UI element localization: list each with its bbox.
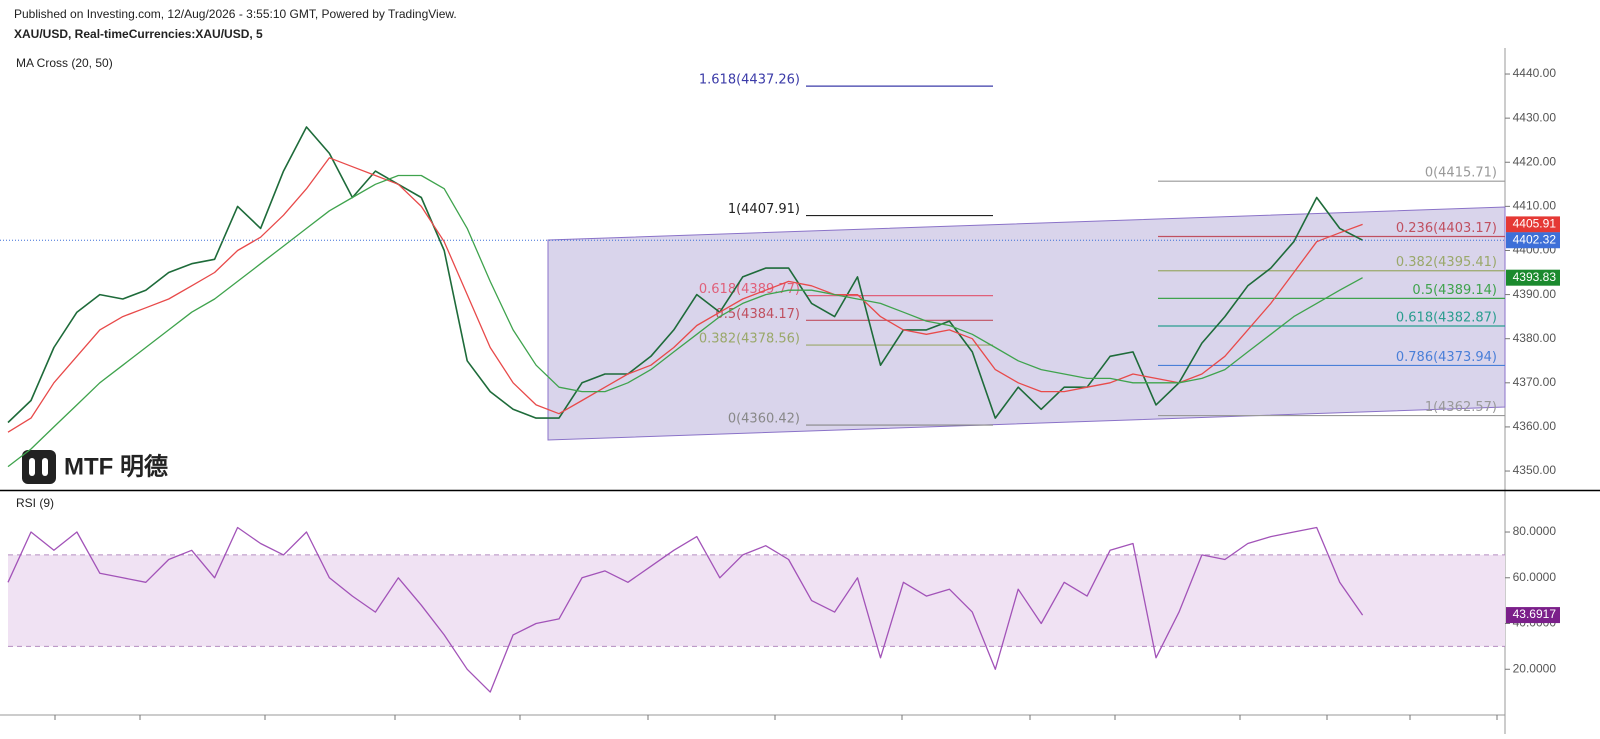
y-tick-label: 4410.00 (1513, 199, 1557, 213)
fib-label: 0.786(4373.94) (1396, 350, 1497, 365)
fib-label: 0.236(4403.17) (1396, 221, 1497, 236)
fib-label: 0.382(4378.56) (699, 332, 800, 347)
price-tag (1506, 216, 1560, 233)
y-tick-label: 4420.00 (1513, 154, 1557, 168)
price-tag-label: 4402.32 (1513, 232, 1557, 246)
price-tag (1506, 232, 1560, 249)
price-tag-label: 4405.91 (1513, 217, 1557, 231)
y-tick-label: 4390.00 (1513, 287, 1557, 301)
fib-label: 0.382(4395.41) (1396, 255, 1497, 270)
channel (547, 206, 1506, 441)
y-tick-label: 4350.00 (1513, 463, 1557, 477)
fib-label: 1(4362.57) (1425, 400, 1497, 415)
price-tag-label: 4393.83 (1513, 270, 1557, 284)
fib-label: 0(4415.71) (1425, 166, 1497, 181)
rsi-band (8, 554, 1505, 647)
y-tick-label: 20.0000 (1513, 661, 1557, 675)
indicator-title: RSI (9) (16, 496, 54, 510)
fib-label: 0.5(4384.17) (715, 307, 800, 322)
y-tick-label: 80.0000 (1513, 524, 1557, 538)
y-tick-label: 60.0000 (1513, 570, 1557, 584)
symbol-title: XAU/USD, Real-timeCurrencies:XAU/USD, 5 (14, 27, 263, 41)
logo-icon (22, 450, 56, 484)
series-line (7, 157, 1363, 433)
price-tag (1506, 269, 1560, 286)
y-tick-label: 4380.00 (1513, 331, 1557, 345)
series-line (7, 126, 1363, 424)
published-note: Published on Investing.com, 12/Aug/2026 … (14, 7, 457, 21)
y-tick-label: 4360.00 (1513, 419, 1557, 433)
series-line (7, 526, 1364, 693)
y-tick-label: 4370.00 (1513, 375, 1557, 389)
fib-label: 0(4360.42) (728, 412, 800, 427)
fib-label: 0.5(4389.14) (1412, 283, 1497, 298)
series-line (7, 174, 1363, 468)
fib-label: 0.618(4389.77) (699, 282, 800, 297)
price-tag-label: 43.6917 (1513, 607, 1557, 621)
y-tick-label: 4430.00 (1513, 110, 1557, 124)
logo-text: MTF 明德 (64, 452, 168, 480)
logo: MTF 明德 (22, 450, 168, 484)
indicator-title: MA Cross (20, 50) (16, 56, 113, 70)
y-tick-label: 4440.00 (1513, 66, 1557, 80)
logo-icon (42, 458, 48, 476)
logo-icon (29, 458, 35, 476)
fib-label: 1(4407.91) (728, 202, 800, 217)
fib-label: 1.618(4437.26) (699, 73, 800, 88)
fib-label: 0.618(4382.87) (1396, 311, 1497, 326)
price-tag (1506, 607, 1560, 624)
